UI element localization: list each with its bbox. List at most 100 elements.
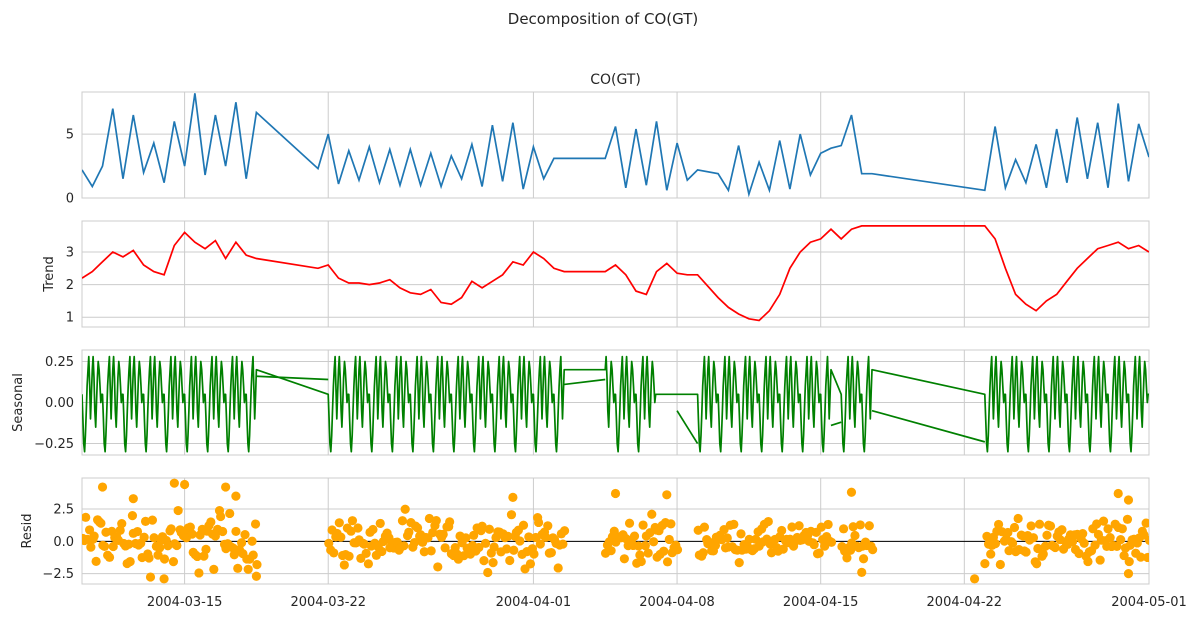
resid-point (192, 551, 202, 562)
resid-point (194, 568, 204, 578)
resid-point (1079, 538, 1089, 548)
y-axis-label: Trend (42, 256, 57, 293)
resid-point (1117, 524, 1127, 534)
resid-point (489, 542, 499, 552)
resid-point (132, 526, 143, 537)
resid-point (778, 544, 788, 554)
y-tick-label: 0 (66, 192, 74, 207)
resid-point (1105, 533, 1115, 543)
resid-point (864, 521, 874, 531)
y-tick-label: 2 (66, 278, 74, 293)
subplot-2: 1 2 3 Trend (42, 220, 1150, 328)
y-tick-label: 0.00 (45, 396, 74, 411)
resid-point (1021, 547, 1031, 557)
resid-point (533, 517, 544, 528)
resid-point (173, 505, 183, 516)
resid-point (474, 542, 484, 553)
resid-point (722, 533, 732, 543)
resid-point (751, 534, 761, 544)
resid-point (1038, 549, 1048, 559)
resid-point (558, 539, 568, 549)
resid-point (546, 548, 556, 558)
resid-point (218, 526, 228, 537)
series-line-trend (82, 225, 1149, 322)
resid-point (426, 546, 436, 556)
figure-suptitle: Decomposition of CO(GT) (508, 10, 698, 28)
series-line-observed (82, 93, 1149, 198)
resid-point (629, 531, 640, 541)
resid-point (484, 524, 494, 534)
resid-point (124, 539, 134, 549)
resid-point (247, 536, 257, 546)
resid-point (99, 541, 110, 552)
resid-point (168, 557, 179, 567)
resid-point (666, 519, 676, 529)
resid-point (969, 574, 980, 584)
resid-point (140, 516, 151, 526)
resid-point (248, 550, 258, 560)
resid-point (179, 479, 190, 490)
resid-point (1057, 525, 1067, 535)
resid-point (1095, 555, 1105, 565)
resid-point (231, 491, 241, 501)
resid-point (823, 519, 833, 530)
resid-point (1028, 533, 1039, 543)
resid-point (729, 519, 739, 529)
resid-point (216, 511, 226, 522)
resid-point (610, 488, 621, 499)
resid-point (1045, 521, 1056, 531)
resid-point (1078, 529, 1088, 539)
resid-point (461, 533, 471, 543)
resid-point (1032, 559, 1042, 569)
resid-point (237, 538, 247, 548)
resid-point (1144, 535, 1149, 545)
resid-point (664, 534, 674, 545)
x-tick-label: 2004-03-22 (290, 595, 366, 610)
resid-point (736, 529, 746, 539)
resid-point (659, 546, 669, 556)
resid-point (86, 542, 96, 552)
resid-point (1119, 550, 1129, 561)
resid-point (96, 518, 106, 528)
resid-point (541, 532, 551, 542)
resid-point (787, 522, 797, 532)
resid-point (240, 530, 250, 540)
resid-point (1113, 488, 1123, 499)
resid-point (633, 541, 644, 551)
resid-point (1116, 535, 1126, 545)
resid-point (503, 531, 513, 541)
resid-point (108, 541, 118, 552)
resid-point (336, 532, 346, 542)
resid-point (159, 574, 169, 584)
resid-point (375, 518, 385, 529)
resid-point (1013, 513, 1023, 524)
resid-point (857, 567, 867, 577)
resid-point (986, 549, 996, 559)
resid-point (734, 558, 744, 568)
y-tick-label: 0.0 (53, 535, 74, 550)
resid-point (643, 548, 653, 558)
resid-point (251, 571, 262, 581)
resid-point (518, 520, 529, 530)
x-tick-label: 2004-04-08 (639, 595, 715, 610)
resid-point (221, 482, 231, 492)
resid-point (648, 537, 659, 547)
y-axis-label: Seasonal (11, 373, 26, 432)
resid-point (488, 558, 498, 568)
resid-point (128, 494, 138, 504)
subplot-title: CO(GT) (590, 72, 641, 88)
resid-point (359, 539, 369, 549)
resid-point (1136, 552, 1146, 562)
resid-point (744, 534, 754, 544)
resid-point (169, 478, 179, 488)
resid-point (993, 519, 1004, 530)
resid-point (127, 511, 138, 521)
resid-point (1141, 518, 1149, 528)
resid-point (469, 530, 479, 540)
resid-point (809, 540, 819, 550)
resid-point (1050, 542, 1060, 553)
resid-point (1123, 569, 1134, 579)
resid-point (159, 554, 170, 564)
resid-point (155, 543, 165, 553)
